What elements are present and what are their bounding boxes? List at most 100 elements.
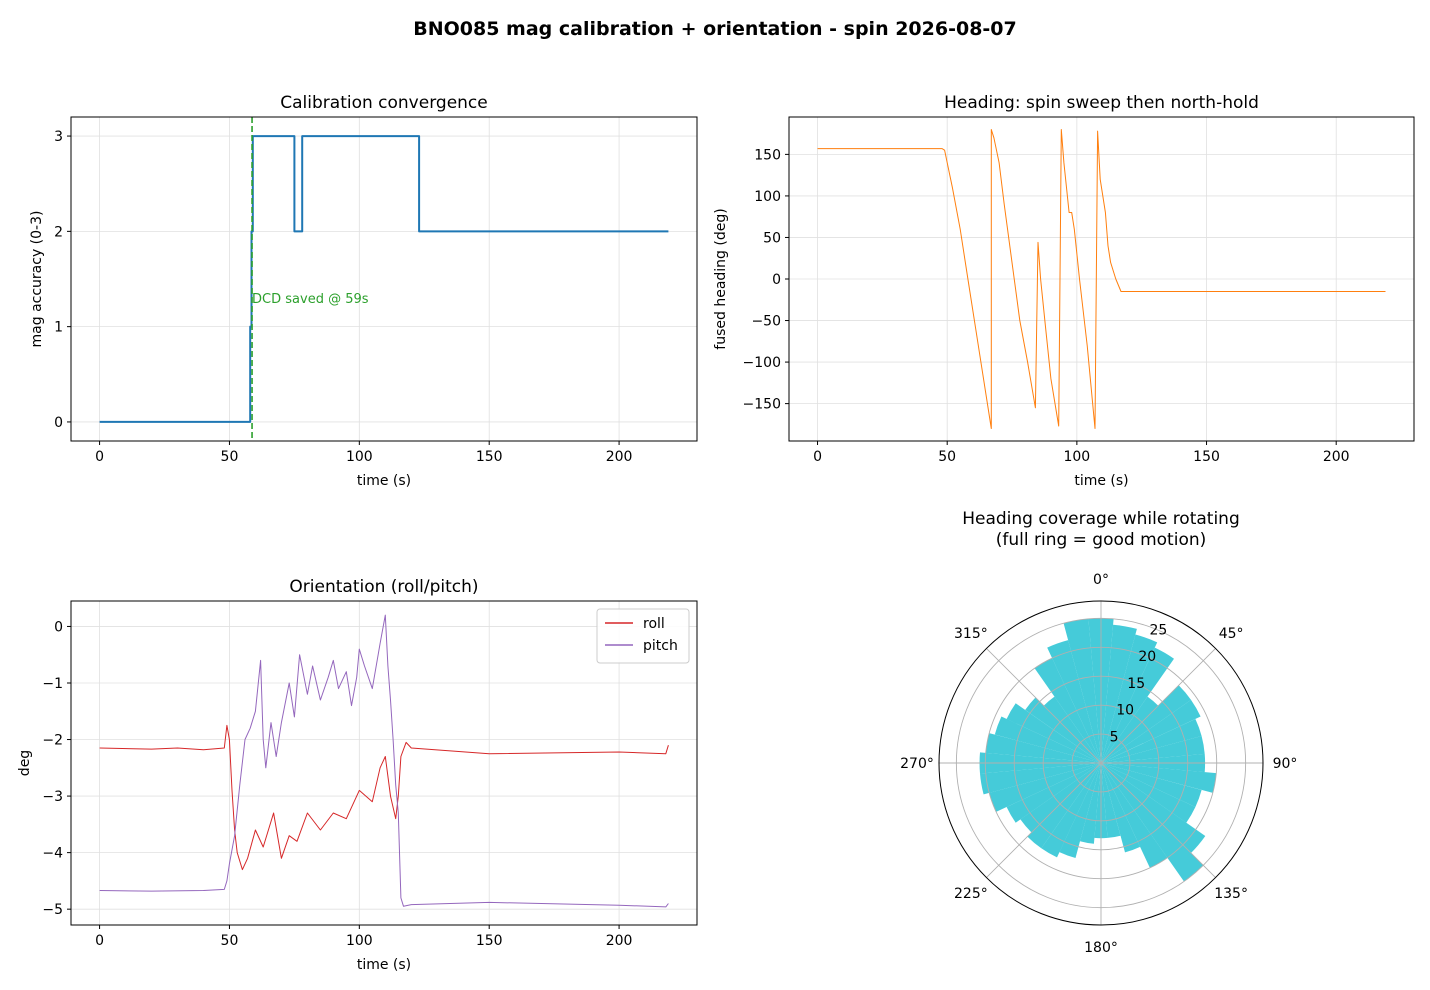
angular-gridline [1100,762,1216,878]
x-tick-label: 0 [813,449,822,465]
angle-label: 270° [900,756,934,772]
heading-bin-bar [1034,658,1101,763]
y-tick-label: 0 [54,415,63,431]
y-axis-label: fused heading (deg) [713,208,729,349]
y-tick-label: −4 [42,846,63,862]
x-tick-label: 50 [221,933,239,949]
series-line [817,129,1386,429]
pitch-line [99,614,669,908]
heading-bin-bar [980,763,1101,795]
x-tick-label: 0 [95,449,104,465]
radial-tick-label: 20 [1138,649,1156,665]
roll-line [99,724,669,871]
x-tick-label: 200 [1323,449,1350,465]
y-tick-label: 0 [772,272,781,288]
polar-frame [938,600,1264,926]
heading-bin-bar [1101,685,1191,763]
heading-bin-bar [985,733,1101,763]
angular-gridline [1100,648,1216,764]
axes-frame [70,116,698,442]
x-tick-label: 0 [95,933,104,949]
y-tick-label: 2 [54,224,63,240]
x-tick-label: 100 [1063,449,1090,465]
heading-bin-bar [1101,763,1217,793]
angle-label: 135° [1214,886,1248,902]
heading-bin-bar [1101,696,1159,763]
heading-coverage-polar-panel: Heading coverage while rotating(full rin… [900,509,1297,956]
panel-title-line: Heading coverage while rotating [962,509,1240,529]
x-axis-label: time (s) [357,957,411,973]
x-axis-label: time (s) [1074,473,1128,489]
heading-bin-bar [1101,763,1141,853]
y-tick-label: −3 [42,789,63,805]
heading-bin-bar [1101,736,1205,763]
heading-bin-bar [989,763,1101,812]
heading-bin-bar [1027,763,1101,849]
y-axis-label: mag accuracy (0-3) [29,211,45,348]
x-tick-label: 100 [346,449,373,465]
axes-frame [70,600,698,926]
heading-bin-bar [1006,703,1101,763]
x-axis-label: time (s) [357,473,411,489]
x-tick-label: 150 [476,449,503,465]
y-tick-label: 0 [54,619,63,635]
radial-tick-label: 25 [1149,622,1167,638]
y-tick-label: −150 [743,397,781,413]
radial-tick-label: 5 [1110,729,1119,745]
radial-tick-label: 10 [1116,703,1134,719]
legend-label-roll: roll [643,616,665,632]
angle-label: 0° [1093,572,1109,588]
panel-title: Orientation (roll/pitch) [289,577,478,597]
heading-bin-bar [1101,763,1168,868]
y-tick-label: 3 [54,129,63,145]
heading-bin-bar [1080,763,1101,844]
x-tick-label: 50 [938,449,956,465]
heading-bin-bar [1041,763,1101,858]
legend-label-pitch: pitch [643,638,678,654]
heading-bin-bar [1006,763,1101,823]
heading-bin-bar [1063,618,1101,763]
heading-bin-bar [1047,640,1101,763]
angle-label: 180° [1084,940,1118,956]
series-line [99,135,669,423]
dcd-saved-annotation: DCD saved @ 59s [252,292,369,307]
y-axis-label: deg [17,750,33,776]
y-tick-label: 1 [54,320,63,336]
panel-title-line: (full ring = good motion) [996,530,1207,550]
heading-bin-bar [1101,763,1206,853]
angular-gridline [986,762,1102,878]
y-tick-label: −50 [751,314,781,330]
y-tick-label: −5 [42,902,63,918]
heading-bin-bar [1043,696,1101,763]
heading-bin-bar [1101,624,1137,763]
y-tick-label: 150 [754,147,781,163]
x-tick-label: 200 [606,933,633,949]
angle-label: 315° [954,626,988,642]
heading-bin-bar [1101,763,1204,882]
heading-bin-bar [1101,719,1202,763]
y-tick-label: 100 [754,189,781,205]
orientation-panel: 0 50 100 150 200 −5 −4 −3 −2 −1 0 Orientation (roll… [17,577,698,973]
y-tick-label: −2 [42,733,63,749]
panel-title: Heading: spin sweep then north-hold [944,93,1259,113]
calibration-convergence-panel: DCD saved @ 59s 0 50 100 150 200 0 1 2 3 Calibrati… [29,93,698,489]
heading-bin-bar [1020,763,1101,833]
x-tick-label: 150 [476,933,503,949]
heading-bin-bar [1059,763,1101,858]
x-tick-label: 100 [346,933,373,949]
y-tick-label: 50 [763,230,781,246]
figure-title: BNO085 mag calibration + orientation - s… [413,18,1017,40]
heading-bin-bar [1101,647,1174,763]
heading-bin-bar [1101,634,1158,763]
heading-bin-bar [1101,699,1201,763]
radial-tick-label: 15 [1127,676,1145,692]
angle-label: 90° [1273,756,1298,772]
x-tick-label: 50 [221,449,239,465]
heading-bin-bar [1101,763,1196,823]
angle-label: 225° [954,886,988,902]
heading-panel: 0 50 100 150 200 −150 −100 −50 0 50 100 150 Heading:… [713,93,1415,489]
y-tick-label: −1 [42,676,63,692]
angular-gridline [986,648,1102,764]
y-tick-label: −100 [743,355,781,371]
